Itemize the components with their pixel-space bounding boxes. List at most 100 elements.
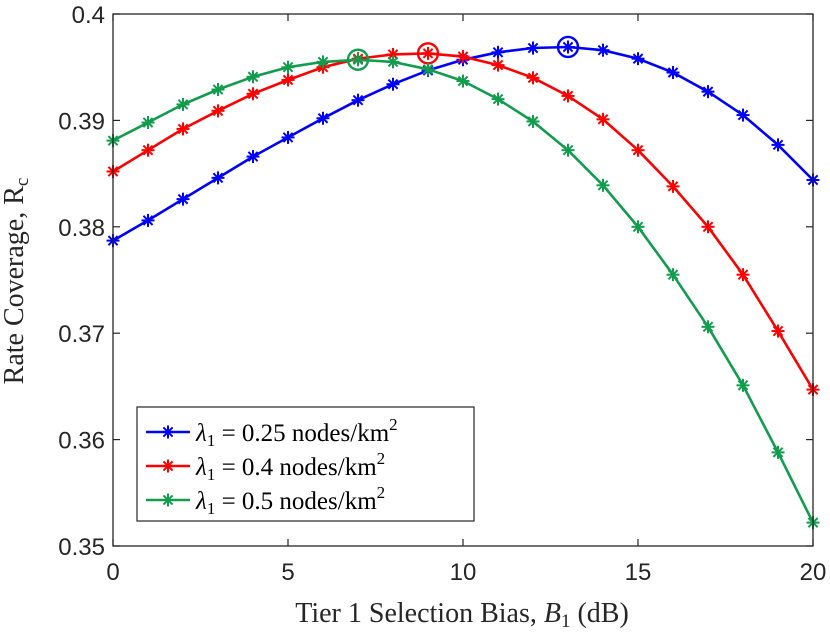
data-point — [771, 324, 785, 338]
legend-swatch-2 — [146, 493, 190, 507]
legend-label-0-sub: 1 — [207, 431, 216, 450]
x-axis-label: Tier 1 Selection Bias, B1 (dB) — [295, 598, 629, 632]
legend-label-2-text: = 0.5 nodes/km — [215, 488, 377, 515]
data-point — [491, 45, 505, 59]
data-point — [246, 150, 260, 164]
legend-item-0: λ1 = 0.25 nodes/km2 — [146, 415, 398, 450]
data-point — [526, 41, 540, 55]
data-point — [526, 114, 540, 128]
x-axis-label-main: Tier 1 Selection Bias, — [295, 598, 544, 629]
data-point — [316, 111, 330, 125]
data-point — [561, 143, 575, 157]
data-point — [701, 85, 715, 99]
y-tick-label: 0.39 — [58, 108, 105, 135]
legend: λ1 = 0.25 nodes/km2 λ1 = 0.4 nodes/km2 λ… — [136, 406, 475, 522]
legend-label-0-text: = 0.25 nodes/km — [215, 420, 389, 447]
data-point — [736, 378, 750, 392]
legend-item-1: λ1 = 0.4 nodes/km2 — [146, 449, 385, 484]
data-point — [351, 53, 365, 67]
data-point — [666, 268, 680, 282]
y-tick-label: 0.35 — [58, 534, 105, 561]
legend-swatch-0 — [146, 425, 190, 439]
legend-label-2-sub: 1 — [207, 499, 216, 518]
x-tick-label: 10 — [450, 559, 477, 586]
data-point — [176, 97, 190, 111]
x-tick-label: 20 — [800, 559, 827, 586]
data-point — [491, 58, 505, 72]
legend-label-0-lambda: λ — [195, 420, 207, 447]
data-point — [666, 66, 680, 80]
y-tick-label: 0.37 — [58, 321, 105, 348]
data-point — [596, 43, 610, 57]
data-point — [631, 52, 645, 66]
x-tick-label: 5 — [281, 559, 294, 586]
legend-item-2: λ1 = 0.5 nodes/km2 — [146, 483, 385, 518]
data-point — [736, 268, 750, 282]
y-tick-label: 0.4 — [72, 2, 105, 29]
data-point — [596, 112, 610, 126]
data-point — [211, 83, 225, 97]
data-point — [281, 130, 295, 144]
data-point — [701, 320, 715, 334]
legend-label-1-sub: 1 — [207, 465, 216, 484]
data-point — [631, 220, 645, 234]
legend-label-0: λ1 = 0.25 nodes/km2 — [195, 415, 398, 450]
data-point — [281, 60, 295, 74]
data-point — [421, 46, 435, 60]
data-point — [246, 87, 260, 101]
data-point — [281, 73, 295, 87]
data-point — [456, 50, 470, 64]
data-point — [351, 93, 365, 107]
data-point — [211, 104, 225, 118]
x-tick-label: 0 — [106, 559, 119, 586]
max-marker-2 — [346, 48, 370, 71]
data-point — [771, 138, 785, 152]
legend-swatch-1 — [146, 459, 190, 473]
data-point — [771, 445, 785, 459]
legend-marker — [161, 425, 175, 439]
data-point — [526, 71, 540, 85]
data-point — [666, 179, 680, 193]
x-tick-label: 15 — [625, 559, 652, 586]
data-point — [316, 55, 330, 69]
data-point — [176, 192, 190, 206]
legend-label-2: λ1 = 0.5 nodes/km2 — [195, 483, 385, 518]
data-point — [211, 171, 225, 185]
data-point — [141, 143, 155, 157]
data-point — [561, 40, 575, 54]
y-axis-label-main: Rate Coverage, R — [0, 186, 30, 385]
legend-label-1-sup: 2 — [377, 449, 386, 468]
ticks-layer: 0 5 10 15 20 0.35 0.36 0.37 0.38 0.39 0.4 — [58, 2, 826, 586]
data-point — [141, 213, 155, 227]
y-tick-label: 0.38 — [58, 215, 105, 242]
y-axis-label: Rate Coverage, Rc — [0, 178, 33, 385]
data-point — [631, 143, 645, 157]
legend-label-2-lambda: λ — [195, 488, 207, 515]
x-axis-label-unit: (dB) — [570, 598, 628, 629]
legend-label-0-sup: 2 — [389, 415, 398, 434]
x-axis-label-sub: 1 — [561, 611, 571, 632]
data-point — [386, 55, 400, 69]
data-point — [456, 74, 470, 88]
series-2 — [106, 48, 820, 530]
data-point — [736, 108, 750, 122]
y-axis-label-sub: c — [12, 178, 33, 186]
series-layer — [106, 35, 820, 530]
legend-label-1-text: = 0.4 nodes/km — [215, 454, 377, 481]
data-point — [386, 77, 400, 91]
legend-box — [136, 406, 475, 522]
data-point — [701, 220, 715, 234]
data-point — [421, 62, 435, 76]
y-tick-label: 0.36 — [58, 428, 105, 455]
x-axis-label-var: B — [544, 598, 561, 629]
series-0 — [106, 35, 820, 248]
legend-label-1-lambda: λ — [195, 454, 207, 481]
data-point — [491, 92, 505, 106]
data-point — [561, 89, 575, 103]
max-marker-0 — [556, 35, 580, 59]
data-point — [596, 178, 610, 192]
legend-label-1: λ1 = 0.4 nodes/km2 — [195, 449, 385, 484]
data-point — [141, 116, 155, 130]
